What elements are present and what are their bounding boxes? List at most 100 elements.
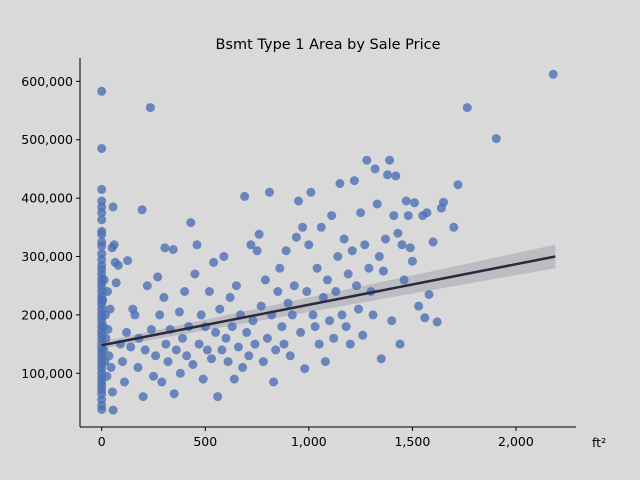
data-point (122, 327, 132, 337)
data-point (196, 310, 206, 320)
data-point (209, 257, 219, 267)
data-point (175, 368, 185, 378)
data-point (281, 246, 291, 256)
data-point (381, 234, 390, 244)
data-point (238, 362, 248, 372)
data-point (335, 179, 345, 188)
data-point (149, 371, 158, 381)
data-point (341, 322, 351, 332)
data-point (300, 364, 310, 374)
data-point (277, 322, 287, 332)
data-point (103, 287, 112, 296)
data-point (213, 392, 223, 402)
data-point (283, 298, 293, 308)
y-axis-ticks: 100,000 200,000 300,000 400,000 500,000 600,0… (21, 74, 80, 381)
data-point (318, 292, 328, 302)
data-point (383, 170, 392, 180)
data-point (304, 240, 314, 250)
data-point (168, 245, 178, 254)
data-point (360, 240, 370, 250)
data-point (306, 187, 316, 197)
data-point (161, 339, 171, 349)
data-point (269, 377, 279, 387)
data-point (219, 252, 229, 261)
data-point (395, 339, 405, 349)
data-point (97, 86, 107, 96)
data-point (223, 357, 233, 367)
data-point (399, 275, 409, 285)
data-point (99, 275, 109, 285)
data-point (126, 342, 136, 352)
data-point (279, 339, 289, 349)
data-point (405, 243, 415, 253)
data-point (439, 197, 448, 207)
data-point (130, 310, 140, 320)
data-point (354, 304, 363, 314)
x-tick-label: 1,500 (394, 434, 430, 449)
data-point (145, 103, 155, 113)
data-point (376, 354, 386, 364)
data-point (428, 237, 438, 247)
data-point (347, 246, 357, 256)
data-point (140, 345, 150, 355)
data-point (410, 198, 419, 208)
data-point (159, 292, 169, 302)
data-point (337, 310, 347, 320)
data-point (323, 275, 332, 285)
data-point (312, 263, 322, 273)
data-point (160, 243, 170, 253)
axes (79, 58, 576, 428)
data-point (97, 215, 107, 225)
y-tick-label: 100,000 (21, 366, 73, 381)
data-point (102, 371, 112, 381)
x-tick-label: 500 (193, 434, 217, 449)
data-point (254, 229, 264, 239)
data-point (302, 287, 312, 296)
y-tick-label: 300,000 (21, 249, 73, 264)
data-point (233, 342, 243, 352)
data-point (316, 222, 326, 232)
data-point (329, 333, 339, 343)
data-point (229, 374, 239, 384)
data-point (349, 176, 359, 186)
data-point (171, 345, 181, 355)
data-point (401, 196, 411, 206)
data-point (265, 187, 274, 197)
data-point (98, 295, 108, 305)
data-point (358, 330, 368, 340)
data-point (221, 333, 231, 343)
y-tick-label: 500,000 (21, 132, 73, 147)
data-point (118, 357, 127, 367)
data-point (155, 310, 165, 320)
data-point (142, 281, 152, 291)
data-point (182, 351, 192, 361)
data-point (188, 360, 198, 369)
data-point (432, 317, 442, 327)
data-point (331, 287, 341, 296)
data-point (271, 345, 281, 355)
data-point (362, 155, 372, 165)
data-point (387, 316, 397, 326)
data-point (308, 310, 318, 320)
x-tick-label: 2,000 (498, 434, 534, 449)
data-point (178, 333, 187, 343)
data-point (273, 287, 283, 296)
data-point (420, 313, 430, 323)
data-point (97, 229, 107, 239)
data-point (397, 240, 407, 250)
data-point (491, 134, 501, 144)
data-point (204, 287, 214, 296)
y-tick-label: 400,000 (21, 191, 73, 206)
x-axis-ticks: 0 500 1,000 1,500 2,000 (98, 427, 534, 449)
data-point (449, 222, 459, 232)
data-point (258, 357, 268, 367)
data-point (138, 392, 148, 402)
data-point (339, 234, 349, 244)
chart-title: Bsmt Type 1 Area by Sale Price (215, 37, 440, 53)
data-point (207, 354, 216, 364)
data-point (133, 362, 143, 372)
data-point (180, 287, 190, 296)
data-point (378, 266, 388, 276)
data-point (424, 290, 434, 299)
